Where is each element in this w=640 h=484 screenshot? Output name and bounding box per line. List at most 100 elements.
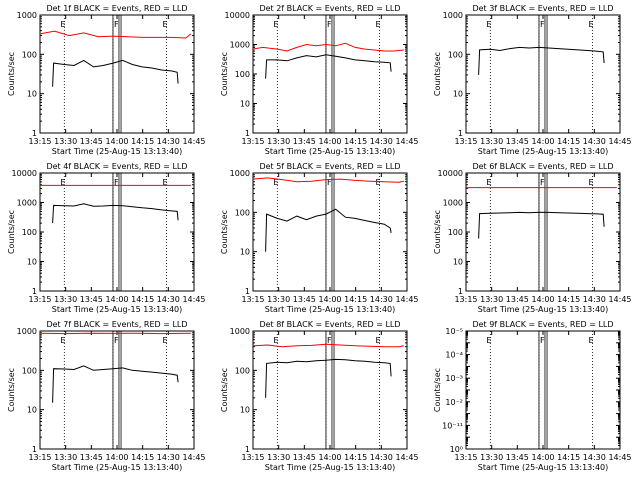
x-tick-label: 14:00 — [318, 453, 341, 462]
series-line-events — [266, 55, 392, 79]
plot-frame — [40, 173, 194, 291]
x-axis-label: Start Time (25-Aug-15 13:13:40) — [265, 147, 396, 156]
flare-box — [113, 173, 119, 291]
event-marker: E — [588, 20, 593, 29]
x-tick-label: 14:30 — [370, 295, 393, 304]
x-tick-label: 14:15 — [131, 453, 154, 462]
y-tick-label: 10000 — [438, 169, 463, 178]
event-marker: E — [60, 20, 65, 29]
x-tick-label: 14:15 — [557, 295, 580, 304]
flare-box — [326, 331, 332, 449]
panel-title: Det 8f BLACK = Events, RED = LLD — [259, 320, 400, 329]
y-tick-label: 100 — [235, 366, 250, 375]
x-tick-label: 14:30 — [157, 137, 180, 146]
x-tick-label: 13:30 — [267, 137, 290, 146]
x-axis-label: Start Time (25-Aug-15 13:13:40) — [265, 463, 396, 472]
series-line-events — [53, 204, 179, 223]
y-tick-label: 10⁻¹¹ — [442, 421, 463, 430]
event-marker: F — [114, 336, 119, 345]
event-marker: F — [540, 20, 545, 29]
x-tick-label: 14:00 — [105, 137, 128, 146]
event-marker: E — [486, 336, 491, 345]
y-tick-label: 10000 — [225, 11, 250, 20]
series-line-events — [53, 60, 179, 86]
y-tick-label: 10⁻⁴ — [445, 351, 463, 360]
x-axis-label: Start Time (25-Aug-15 13:13:40) — [478, 463, 609, 472]
x-tick-label: 14:00 — [531, 453, 554, 462]
event-marker: E — [588, 336, 593, 345]
x-tick-label: 13:15 — [241, 295, 264, 304]
plot-frame — [466, 173, 620, 291]
x-tick-label: 13:45 — [80, 137, 103, 146]
x-tick-label: 14:30 — [583, 295, 606, 304]
event-marker: F — [327, 336, 332, 345]
y-tick-label: 10⁻² — [445, 398, 463, 407]
x-tick-label: 13:45 — [80, 295, 103, 304]
x-tick-label: 13:45 — [506, 295, 529, 304]
x-tick-label: 14:45 — [395, 295, 418, 304]
flare-box — [326, 173, 332, 291]
y-tick-label: 1000 — [17, 199, 37, 208]
event-marker: E — [60, 336, 65, 345]
panel-title: Det 9f BLACK = Events, RED = LLD — [472, 320, 613, 329]
event-marker: E — [375, 336, 380, 345]
panel-title: Det 2f BLACK = Events, RED = LLD — [259, 4, 400, 13]
x-axis-label: Start Time (25-Aug-15 13:13:40) — [52, 463, 183, 472]
event-marker: E — [162, 20, 167, 29]
x-tick-label: 14:45 — [182, 453, 205, 462]
x-tick-label: 14:15 — [131, 295, 154, 304]
event-marker: F — [114, 20, 119, 29]
y-tick-label: 100 — [448, 50, 463, 59]
y-tick-label: 10 — [27, 90, 37, 99]
x-tick-label: 13:15 — [28, 453, 51, 462]
y-tick-label: 100 — [22, 50, 37, 59]
plot-frame — [466, 331, 620, 449]
panel-title: Det 5f BLACK = Events, RED = LLD — [259, 162, 400, 171]
y-tick-label: 1000 — [17, 327, 37, 336]
y-tick-label: 100 — [22, 366, 37, 375]
y-tick-label: 10⁻³ — [445, 374, 463, 383]
panel-title: Det 4f BLACK = Events, RED = LLD — [46, 162, 187, 171]
x-tick-label: 13:45 — [293, 137, 316, 146]
y-tick-label: 100 — [235, 208, 250, 217]
x-tick-label: 13:30 — [480, 295, 503, 304]
plot-frame — [253, 15, 407, 133]
x-axis-label: Start Time (25-Aug-15 13:13:40) — [52, 305, 183, 314]
event-marker: E — [162, 336, 167, 345]
x-tick-label: 13:45 — [293, 453, 316, 462]
x-tick-label: 14:45 — [182, 137, 205, 146]
x-tick-label: 13:30 — [54, 295, 77, 304]
y-axis-label: Counts/sec — [7, 368, 16, 412]
x-tick-label: 14:15 — [344, 137, 367, 146]
x-tick-label: 14:00 — [318, 295, 341, 304]
y-tick-label: 10 — [453, 90, 463, 99]
x-tick-label: 13:15 — [454, 295, 477, 304]
x-tick-label: 13:45 — [506, 137, 529, 146]
y-tick-label: 100 — [235, 70, 250, 79]
x-tick-label: 14:00 — [105, 295, 128, 304]
panel-title: Det 1f BLACK = Events, RED = LLD — [46, 4, 187, 13]
y-tick-label: 10 — [240, 100, 250, 109]
x-tick-label: 14:45 — [182, 295, 205, 304]
y-tick-label: 1000 — [230, 169, 250, 178]
series-line-events — [479, 212, 604, 238]
x-tick-label: 13:30 — [480, 453, 503, 462]
x-tick-label: 13:30 — [267, 295, 290, 304]
x-tick-label: 14:00 — [531, 295, 554, 304]
flare-box — [539, 173, 545, 291]
x-tick-label: 14:30 — [583, 137, 606, 146]
event-marker: E — [486, 20, 491, 29]
y-tick-label: 10 — [27, 406, 37, 415]
x-tick-label: 13:30 — [480, 137, 503, 146]
series-line-lld — [253, 43, 404, 51]
